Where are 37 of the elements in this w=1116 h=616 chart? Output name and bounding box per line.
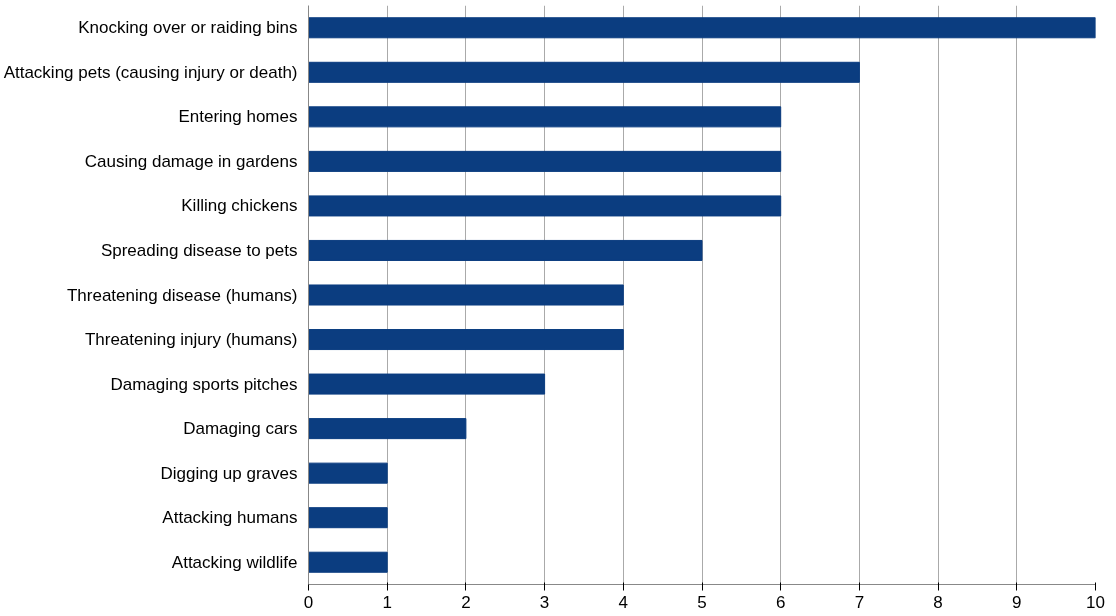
x-tick-label: 1: [382, 592, 392, 612]
y-tick-label: Attacking wildlife: [171, 552, 298, 572]
y-tick-label: Damaging cars: [183, 419, 298, 439]
y-tick-label: Attacking pets (causing injury or death): [3, 62, 298, 82]
y-tick-label: Threatening injury (humans): [84, 330, 298, 350]
x-tick-label: 2: [461, 592, 471, 612]
bar: [308, 239, 703, 261]
bar: [308, 418, 467, 440]
x-tick-label: 4: [618, 592, 629, 612]
x-tick-label: 10: [1086, 592, 1105, 612]
x-tick-label: 5: [697, 592, 707, 612]
bar: [308, 373, 546, 395]
y-tick-label: Spreading disease to pets: [100, 240, 298, 260]
y-tick-label: Causing damage in gardens: [84, 151, 298, 171]
x-tick-label: 7: [854, 592, 865, 612]
x-tick-label: 0: [303, 592, 314, 612]
bar: [308, 284, 624, 306]
bar: [308, 150, 782, 172]
bar: [308, 507, 388, 529]
bar: [308, 195, 782, 217]
y-tick-label: Killing chickens: [181, 196, 298, 216]
bar: [308, 17, 1096, 39]
y-tick-label: Attacking humans: [162, 508, 298, 528]
y-tick-label: Knocking over or raiding bins: [78, 18, 298, 38]
bar: [308, 106, 782, 128]
y-tick-label: Damaging sports pitches: [110, 374, 298, 394]
x-tick-label: 3: [539, 592, 550, 612]
x-tick-label: 6: [775, 592, 786, 612]
y-tick-label: Digging up graves: [160, 463, 298, 483]
bar: [308, 329, 624, 351]
bar: [308, 551, 388, 573]
x-tick-label: 9: [1012, 592, 1022, 612]
y-tick-label: Entering homes: [178, 107, 298, 127]
bar: [308, 462, 388, 484]
bar: [308, 61, 860, 83]
y-tick-label: Threatening disease (humans): [66, 285, 298, 305]
x-tick-label: 8: [933, 592, 943, 612]
